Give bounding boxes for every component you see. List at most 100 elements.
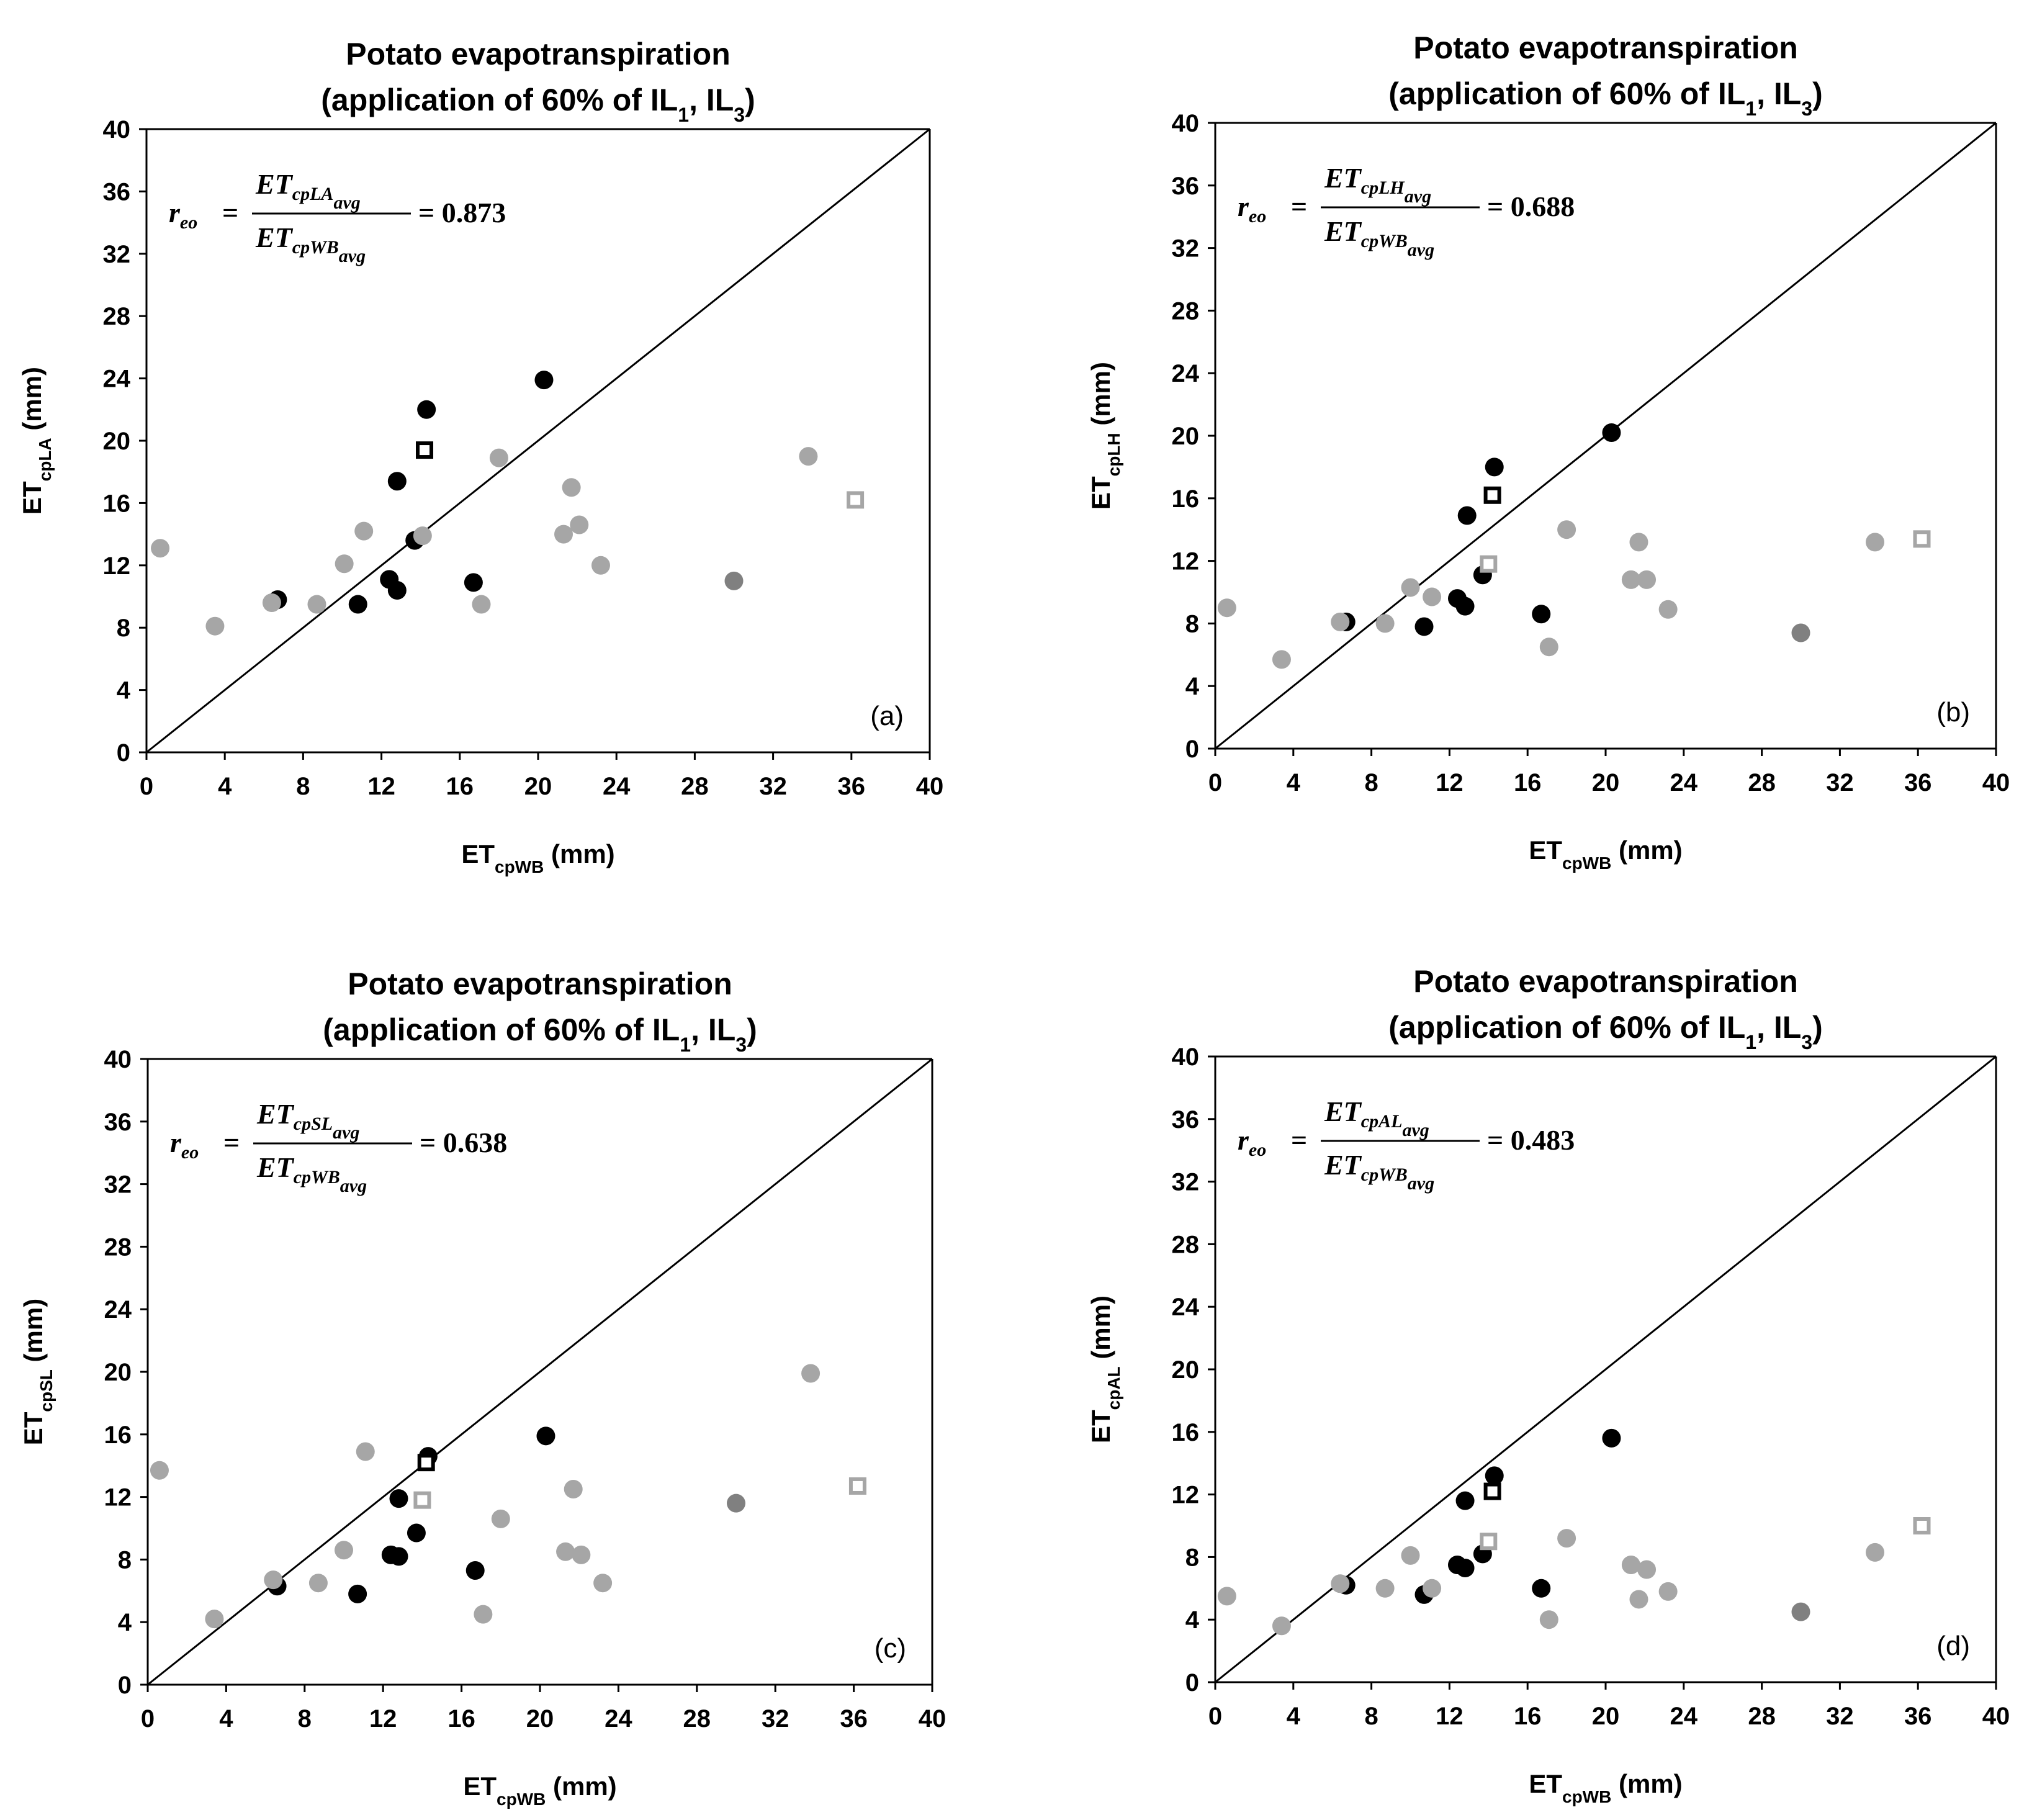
series-black-circles (268, 1426, 555, 1603)
data-point (593, 1574, 613, 1593)
numerator-symbol: ET (1324, 162, 1362, 194)
chart-title-line2: (application of 60% of IL1, IL3) (323, 1012, 757, 1056)
y-tick-label: 4 (117, 677, 131, 705)
data-point (1658, 600, 1678, 619)
title-subscript: 3 (1801, 97, 1812, 120)
y-tick-label: 28 (103, 303, 131, 330)
x-axis-label-unit: (mm) (1611, 836, 1682, 865)
x-tick-label: 20 (526, 1705, 554, 1732)
numerator-symbol: ET (255, 168, 294, 200)
y-axis-label-sub: cpAL (1104, 1366, 1123, 1410)
data-point (570, 515, 589, 534)
data-point (1791, 623, 1810, 642)
denominator-symbol: ET (255, 222, 294, 253)
data-point (591, 556, 610, 575)
y-tick-label: 24 (104, 1296, 132, 1323)
x-tick-label: 24 (1670, 769, 1698, 796)
data-point (1217, 1587, 1236, 1606)
x-tick-label: 4 (218, 773, 232, 800)
numerator-subsub: avg (1402, 1120, 1429, 1140)
x-tick-label: 40 (1982, 769, 2010, 796)
y-tick-label: 32 (104, 1171, 132, 1199)
title-subscript: 1 (1745, 1031, 1756, 1053)
data-point (556, 1542, 575, 1561)
y-tick-label: 40 (103, 116, 131, 143)
numerator-subsub: avg (333, 192, 360, 213)
title-text: , IL (1756, 76, 1801, 111)
equation-value: = 0.638 (420, 1127, 507, 1158)
data-point (554, 525, 573, 544)
x-tick-label: 32 (759, 773, 787, 800)
y-tick-label: 20 (104, 1359, 132, 1386)
title-subscript: 3 (1801, 1031, 1812, 1053)
y-axis-label: ETcpLH (mm) (1086, 362, 1123, 510)
series-black-circles (1336, 423, 1621, 636)
y-axis-label-main: ET (17, 481, 47, 515)
y-tick-label: 16 (104, 1421, 132, 1449)
denominator-subsub: avg (340, 1176, 367, 1196)
data-point (1557, 520, 1576, 539)
panel-label: (c) (875, 1633, 906, 1664)
data-point-square (848, 1477, 866, 1495)
data-point (387, 580, 407, 600)
x-tick-label: 4 (1287, 1703, 1301, 1730)
y-tick-label: 32 (1172, 235, 1200, 263)
data-point-square (1483, 1482, 1501, 1500)
data-point (1557, 1529, 1576, 1548)
data-point (335, 1541, 353, 1560)
x-tick-label: 0 (141, 1705, 155, 1732)
x-tick-label: 16 (1514, 769, 1542, 796)
data-point (1414, 617, 1434, 636)
y-tick-label: 40 (1172, 1043, 1200, 1071)
y-tick-label: 0 (1185, 1669, 1199, 1696)
data-point (348, 1584, 367, 1603)
y-tick-label: 0 (117, 739, 130, 767)
chart-title-line2: (application of 60% of IL1, IL3) (321, 83, 755, 126)
y-tick-label: 12 (1172, 548, 1200, 575)
y-axis-label-unit: (mm) (1086, 1295, 1115, 1366)
y-tick-label: 36 (1172, 173, 1200, 200)
data-point (1791, 1602, 1810, 1621)
equation-lhs: reo (1238, 191, 1266, 227)
y-axis-label-main: ET (1086, 476, 1115, 510)
x-tick-label: 12 (1436, 1703, 1464, 1730)
equation-value: = 0.688 (1487, 191, 1575, 222)
y-axis-label-main: ET (1086, 1410, 1115, 1443)
series-dark-gray-circles (727, 1493, 745, 1513)
data-point (534, 371, 554, 390)
y-axis-label-main: ET (19, 1412, 48, 1445)
x-axis-label-main: ET (463, 1772, 497, 1801)
data-point (1455, 1559, 1475, 1578)
y-tick-label: 20 (103, 428, 131, 455)
x-tick-label: 12 (369, 1705, 397, 1732)
x-tick-label: 32 (1826, 1703, 1854, 1730)
y-axis-label-unit: (mm) (17, 367, 47, 438)
panel-label: (a) (870, 701, 904, 731)
x-tick-label: 40 (919, 1705, 947, 1732)
equation-lhs-sub: eo (1249, 1140, 1266, 1160)
data-point (389, 1489, 408, 1508)
chart-title-line1: Potato evapotranspiration (1413, 30, 1798, 65)
data-point-square (1913, 530, 1931, 548)
series-gray-open-squares (1480, 530, 1931, 573)
equation-equals: = (223, 1127, 240, 1158)
data-point (1602, 1428, 1621, 1448)
x-axis-label-sub: cpWB (497, 1790, 546, 1809)
data-point (335, 554, 354, 574)
title-subscript: 3 (735, 1034, 747, 1056)
equation-equals: = (1291, 191, 1307, 222)
y-tick-label: 40 (104, 1046, 132, 1073)
denominator-subsub: avg (339, 246, 366, 266)
title-text: ) (747, 1012, 757, 1047)
data-point (150, 1461, 169, 1480)
y-tick-label: 16 (103, 490, 131, 517)
data-point (1485, 457, 1504, 477)
x-tick-label: 8 (1364, 1703, 1378, 1730)
y-axis-label-sub: cpLA (35, 438, 55, 481)
x-axis-label-main: ET (1529, 1769, 1562, 1798)
chart-title-line2: (application of 60% of IL1, IL3) (1388, 76, 1823, 120)
title-subscript: 1 (678, 104, 689, 126)
